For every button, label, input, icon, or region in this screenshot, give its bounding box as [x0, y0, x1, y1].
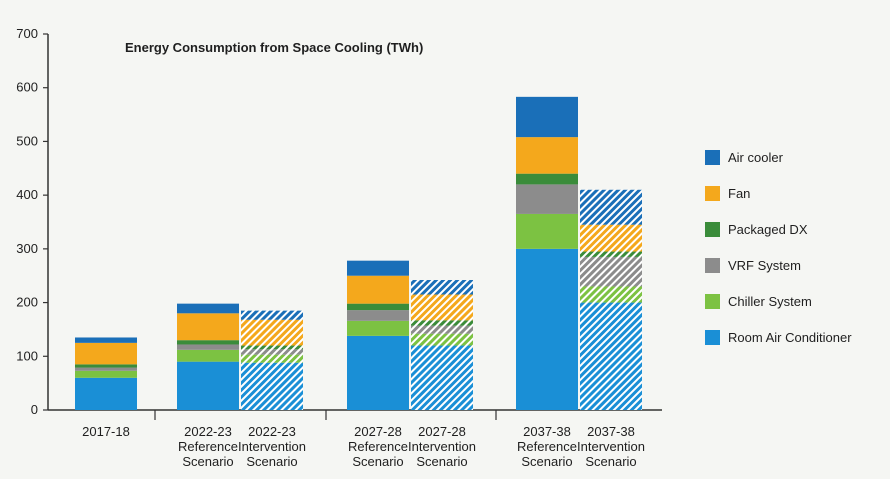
- bar-segment: [75, 370, 137, 378]
- bar-segment: [177, 303, 239, 314]
- bar-segment: [411, 333, 473, 346]
- chart-title: Energy Consumption from Space Cooling (T…: [125, 40, 423, 55]
- bar-segment: [580, 256, 642, 287]
- x-category-label: 2037-38 Reference Scenario: [517, 424, 577, 469]
- bar-segment: [75, 377, 137, 410]
- bar-segment: [241, 319, 303, 346]
- bar-segment: [411, 345, 473, 410]
- bar-segment: [516, 184, 578, 214]
- y-tick-label: 0: [31, 402, 38, 417]
- bar-segment: [177, 344, 239, 350]
- legend-swatch: [705, 186, 720, 201]
- bar-segment: [241, 354, 303, 363]
- bar-segment: [411, 320, 473, 326]
- legend-swatch: [705, 294, 720, 309]
- bar-segment: [75, 367, 137, 371]
- bar-segment: [347, 335, 409, 410]
- bar-segment: [241, 362, 303, 410]
- axes: 0 100 200 300 400 500 600 700: [16, 26, 662, 420]
- bar-segment: [411, 280, 473, 295]
- bar-segment: [241, 310, 303, 320]
- bar-segment: [411, 325, 473, 334]
- legend-label: Fan: [728, 186, 750, 201]
- legend-swatch: [705, 330, 720, 345]
- bar-segment: [580, 286, 642, 303]
- bar-segment: [347, 303, 409, 311]
- bar-segment: [241, 345, 303, 350]
- legend-swatch: [705, 258, 720, 273]
- legend-label: Chiller System: [728, 294, 812, 309]
- bar-segment: [177, 340, 239, 345]
- x-category-label: 2037-38 Intervention Scenario: [577, 424, 645, 469]
- legend-item: Chiller System: [705, 294, 812, 309]
- bar-segment: [347, 275, 409, 304]
- bar-segment: [75, 364, 137, 368]
- bar-segment: [516, 137, 578, 174]
- legend-item: Room Air Conditioner: [705, 330, 852, 345]
- bar-segment: [516, 173, 578, 185]
- legend-item: Fan: [705, 186, 750, 201]
- legend-label: Room Air Conditioner: [728, 330, 852, 345]
- bar-segment: [580, 302, 642, 410]
- y-tick-label: 200: [16, 295, 38, 310]
- y-tick-label: 500: [16, 133, 38, 148]
- bar-segment: [347, 310, 409, 321]
- bar-segment: [241, 349, 303, 355]
- bars: [75, 96, 642, 410]
- bar-segment: [75, 342, 137, 365]
- y-tick-label: 400: [16, 187, 38, 202]
- bar-segment: [411, 294, 473, 321]
- legend-item: Air cooler: [705, 150, 784, 165]
- legend-item: VRF System: [705, 258, 801, 273]
- bar-segment: [580, 224, 642, 252]
- x-category-label: 2027-28 Intervention Scenario: [408, 424, 476, 469]
- y-tick-label: 100: [16, 348, 38, 363]
- legend-swatch: [705, 222, 720, 237]
- bar-segment: [580, 189, 642, 225]
- x-category-label: 2017-18: [82, 424, 130, 439]
- bar-segment: [347, 320, 409, 336]
- bar-segment: [516, 213, 578, 249]
- legend-item: Packaged DX: [705, 222, 808, 237]
- bar-segment: [347, 260, 409, 276]
- x-category-label: 2022-23 Intervention Scenario: [238, 424, 306, 469]
- x-category-label: 2022-23 Reference Scenario: [178, 424, 238, 469]
- bar-segment: [177, 349, 239, 362]
- legend-swatch: [705, 150, 720, 165]
- bar-segment: [580, 251, 642, 257]
- legend-label: VRF System: [728, 258, 801, 273]
- x-category-label: 2027-28 Reference Scenario: [348, 424, 408, 469]
- bar-segment: [516, 248, 578, 410]
- y-tick-label: 300: [16, 241, 38, 256]
- legend-label: Air cooler: [728, 150, 784, 165]
- bar-segment: [177, 361, 239, 410]
- bar-segment: [75, 337, 137, 343]
- y-tick-label: 600: [16, 80, 38, 95]
- bar-segment: [516, 96, 578, 138]
- y-tick-label: 700: [16, 26, 38, 41]
- bar-segment: [177, 313, 239, 341]
- legend: Air cooler Fan Packaged DX VRF System Chille…: [705, 150, 852, 345]
- legend-label: Packaged DX: [728, 222, 808, 237]
